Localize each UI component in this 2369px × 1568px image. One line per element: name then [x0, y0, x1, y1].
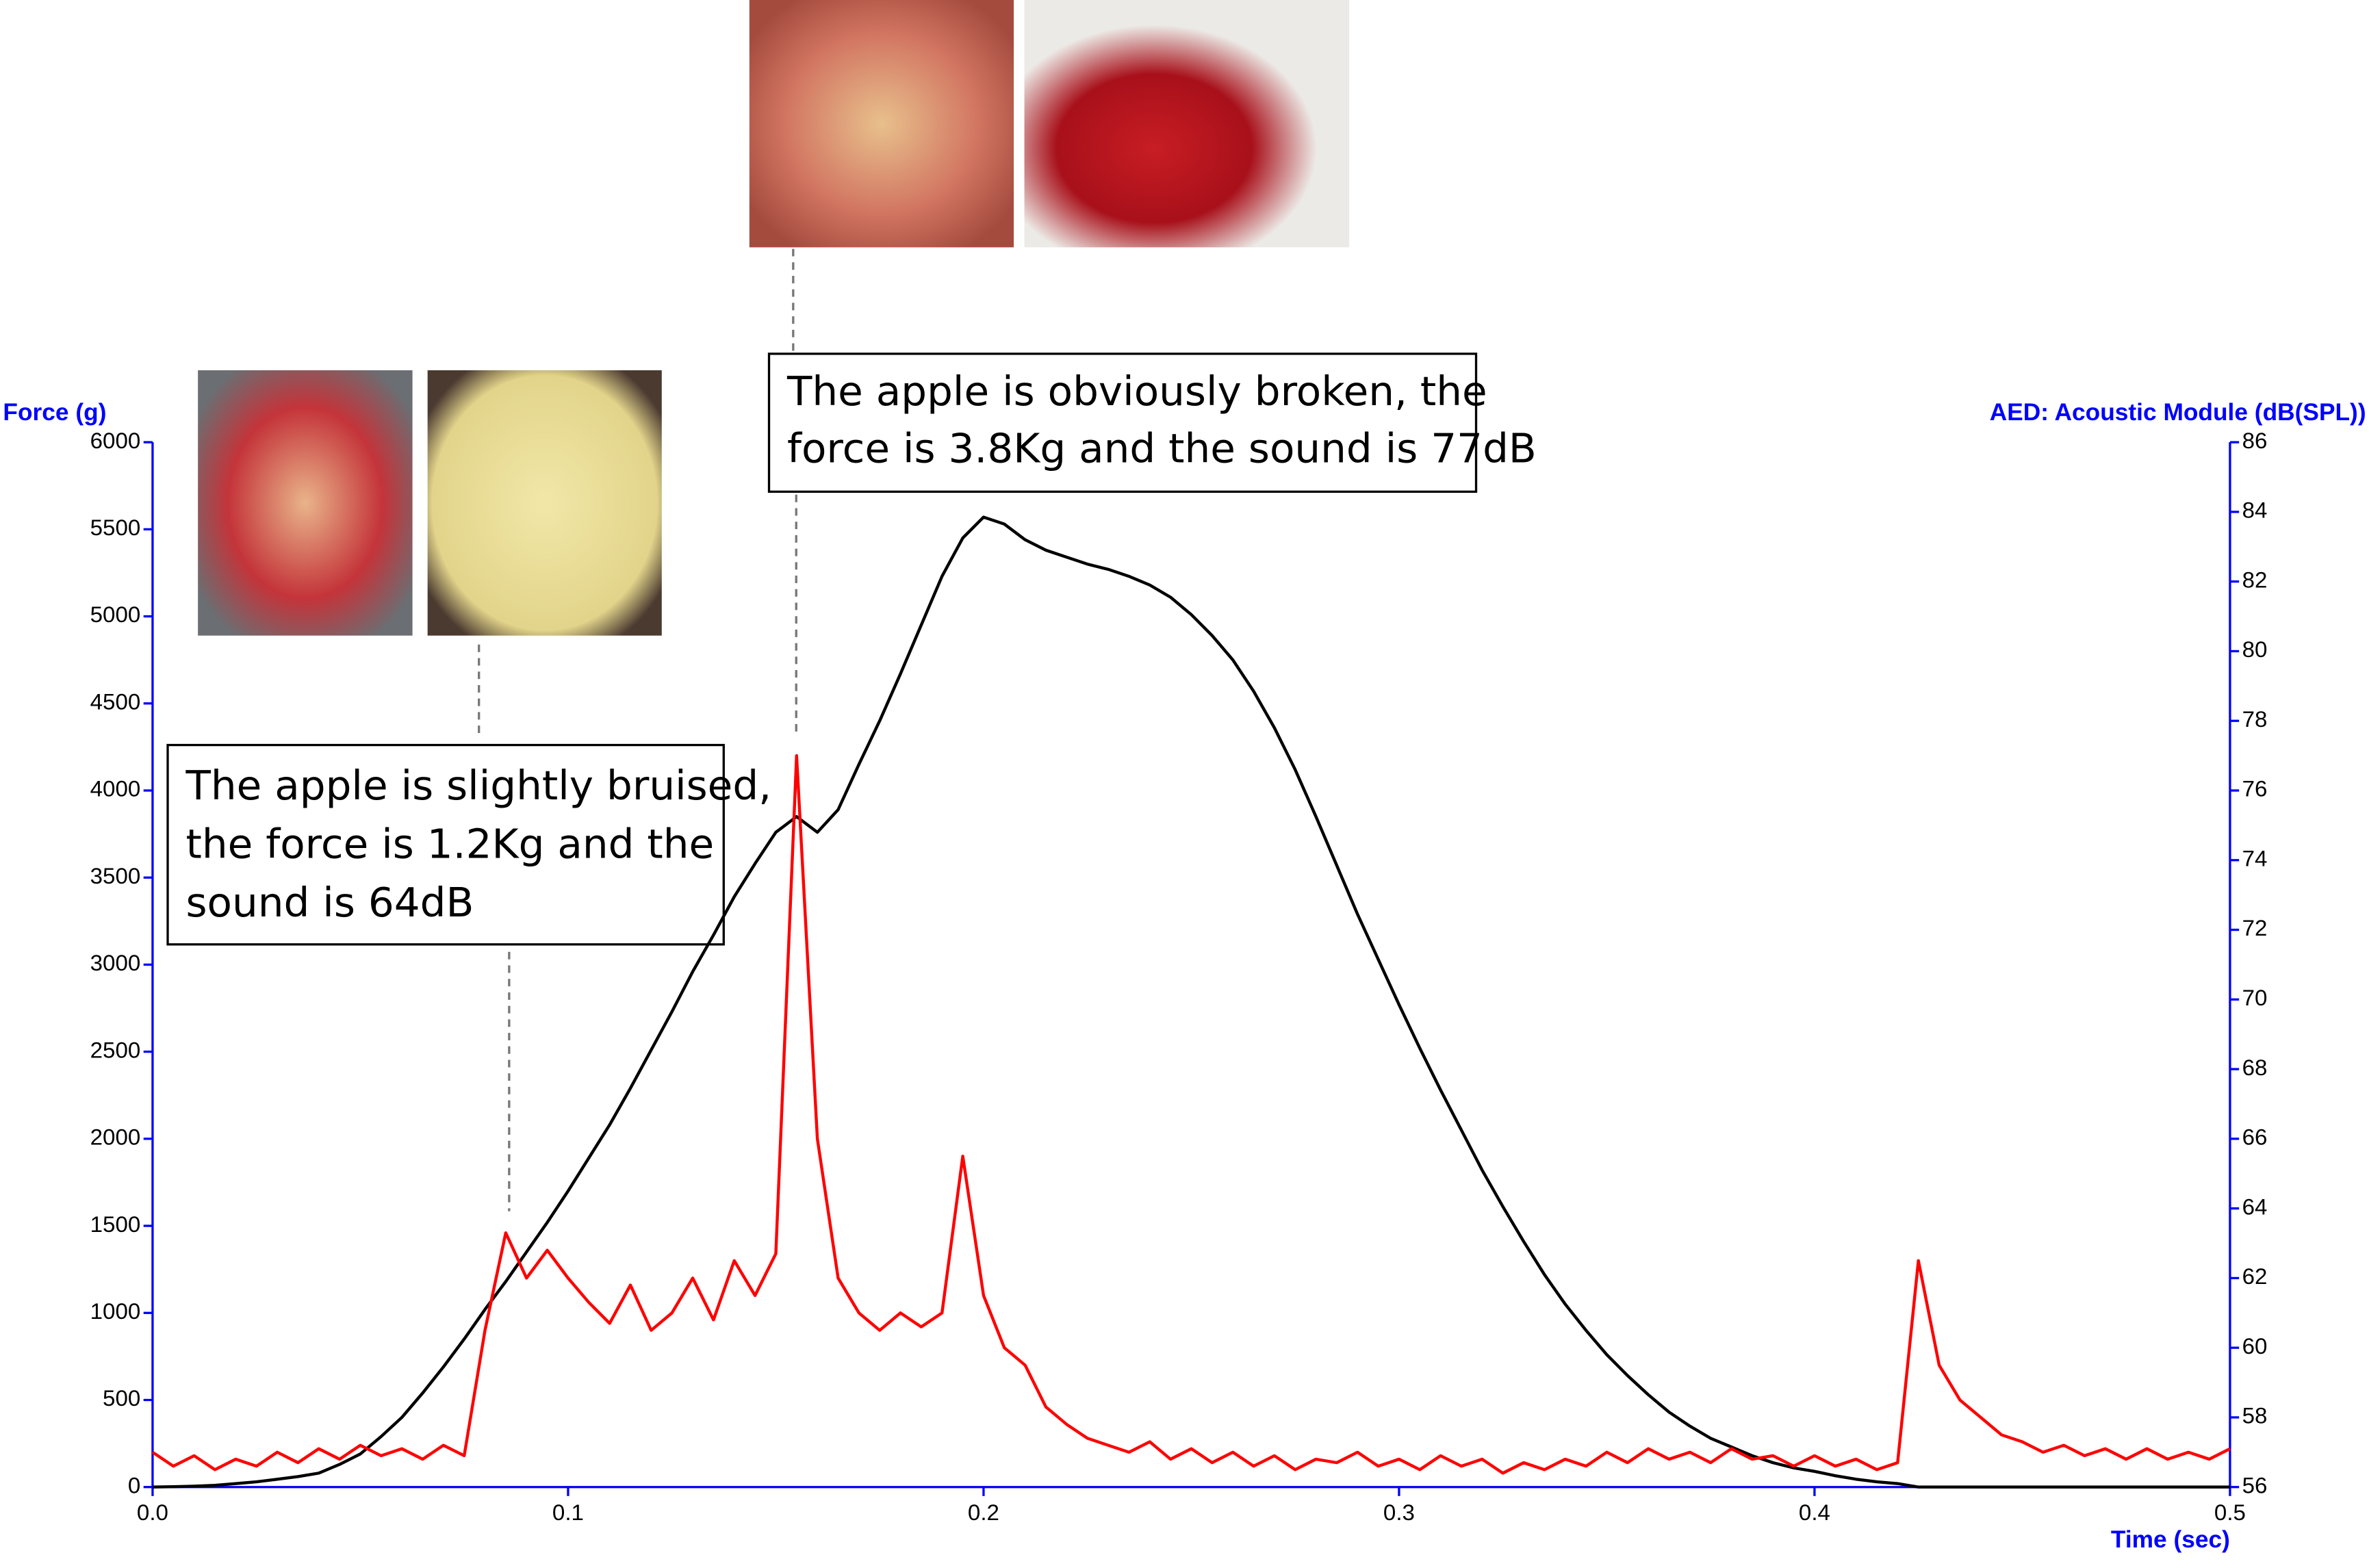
y-tick-label: 5500 — [90, 515, 141, 540]
y2-tick-label: 86 — [2242, 428, 2268, 453]
annotation-text: the force is 1.2Kg and the — [185, 821, 714, 868]
photo — [427, 370, 662, 636]
y-tick-label: 1000 — [90, 1298, 141, 1324]
y-tick-label: 1500 — [90, 1211, 141, 1237]
y-tick-label: 3500 — [90, 863, 141, 888]
y2-tick-label: 80 — [2242, 637, 2268, 662]
x-tick-label: 0.0 — [137, 1500, 168, 1525]
y2-tick-label: 70 — [2242, 985, 2268, 1010]
y-tick-label: 3000 — [90, 950, 141, 975]
x-tick-label: 0.5 — [2214, 1500, 2246, 1525]
y2-tick-label: 60 — [2242, 1333, 2268, 1359]
x-axis-title: Time (sec) — [2111, 1526, 2230, 1553]
photo — [198, 370, 413, 636]
y2-tick-label: 58 — [2242, 1403, 2268, 1428]
y2-tick-label: 56 — [2242, 1473, 2268, 1498]
photo — [749, 0, 1014, 248]
y2-tick-label: 62 — [2242, 1263, 2268, 1289]
y-tick-label: 2500 — [90, 1037, 141, 1062]
y-tick-label: 4500 — [90, 689, 141, 715]
data-line — [152, 515, 2230, 1489]
y2-tick-label: 84 — [2242, 498, 2268, 523]
y2-tick-label: 68 — [2242, 1055, 2268, 1080]
y-axis-title: Force (g) — [3, 399, 106, 426]
y2-tick-label: 66 — [2242, 1124, 2268, 1150]
annotation-text: force is 3.8Kg and the sound is 77dB — [787, 425, 1537, 472]
data-line — [151, 754, 2231, 1475]
annotation-text: sound is 64dB — [185, 879, 474, 926]
annotation-box — [767, 352, 1478, 493]
y2-axis-title: AED: Acoustic Module (dB(SPL)) — [1990, 399, 2366, 426]
annotation-text: The apple is slightly bruised, — [185, 762, 771, 809]
y-tick-label: 2000 — [90, 1124, 141, 1150]
y2-tick-label: 76 — [2242, 776, 2268, 801]
photo — [1024, 0, 1350, 248]
y-tick-label: 6000 — [90, 428, 141, 453]
annotation-text: The apple is obviously broken, the — [786, 368, 1487, 415]
x-tick-label: 0.4 — [1799, 1500, 1830, 1525]
y2-tick-label: 74 — [2242, 846, 2268, 871]
x-tick-label: 0.2 — [968, 1500, 999, 1525]
y-tick-label: 4000 — [90, 776, 141, 801]
y-tick-label: 0 — [128, 1473, 140, 1498]
y2-tick-label: 82 — [2242, 567, 2268, 592]
y2-tick-label: 64 — [2242, 1194, 2268, 1219]
x-tick-label: 0.1 — [552, 1500, 584, 1525]
y-tick-label: 5000 — [90, 602, 141, 627]
y-tick-label: 500 — [103, 1385, 140, 1411]
y2-tick-label: 78 — [2242, 706, 2268, 732]
y2-tick-label: 72 — [2242, 915, 2268, 940]
annotation-box — [166, 743, 725, 946]
x-tick-label: 0.3 — [1383, 1500, 1415, 1525]
